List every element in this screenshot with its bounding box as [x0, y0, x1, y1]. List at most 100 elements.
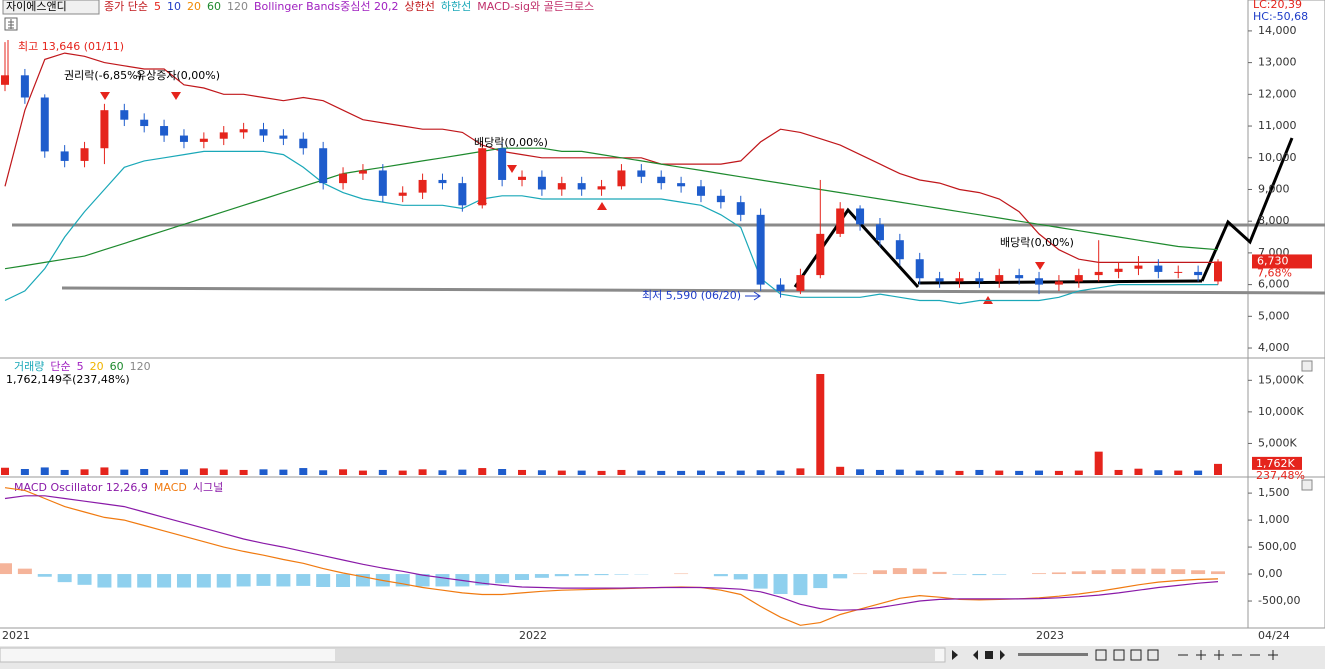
legend-entry: 5	[154, 0, 161, 13]
candle-body	[796, 275, 805, 291]
volume-bar	[657, 470, 666, 475]
candle-body	[498, 148, 507, 180]
legend-entry: MACD Oscillator 12,26,9	[14, 481, 148, 494]
candle-body	[637, 170, 646, 177]
candle-body	[80, 148, 89, 161]
volume-bar	[895, 469, 904, 475]
volume-bar	[716, 471, 725, 475]
y-tick-label: 0,00	[1258, 567, 1283, 580]
candle-body	[1174, 271, 1183, 273]
candle-body	[140, 119, 149, 127]
legend-entry: 60	[207, 0, 221, 13]
volume-bar	[120, 469, 129, 475]
y-tick-label: 9,000	[1258, 182, 1290, 195]
stop-button[interactable]	[985, 651, 993, 659]
volume-bar	[1134, 468, 1143, 475]
volume-badge-label: 1,762K	[1256, 457, 1295, 470]
candle-body	[935, 278, 944, 282]
oscillator-bar	[495, 574, 510, 584]
volume-bar	[1074, 470, 1083, 475]
candle-body	[856, 208, 865, 225]
band-line	[4, 150, 1218, 305]
oscillator-bar	[872, 570, 887, 575]
oscillator-bar	[594, 574, 609, 576]
legend-entry: 5	[77, 360, 84, 373]
oscillator-bar	[753, 574, 768, 589]
candle-body	[1154, 265, 1163, 272]
tool-button[interactable]	[1095, 649, 1107, 661]
candle-body	[995, 275, 1004, 282]
scroll-thumb[interactable]	[335, 649, 935, 661]
y-tick-label: 15,000K	[1258, 373, 1304, 386]
down-arrow	[100, 92, 110, 100]
legend-entry: 상한선	[405, 0, 435, 13]
volume-bar	[756, 470, 765, 475]
x-tick-label: 2023	[1036, 629, 1064, 642]
candle-body	[816, 233, 825, 276]
candle-body	[199, 138, 208, 142]
legend-entry: 60	[110, 360, 124, 373]
play-button[interactable]	[952, 650, 958, 660]
oscillator-bar	[1211, 571, 1225, 575]
volume-bar	[935, 470, 944, 475]
oscillator-bar	[415, 574, 430, 587]
volume-bar	[418, 469, 427, 475]
oscillator-bar	[1111, 569, 1126, 575]
zoom-buttons[interactable]	[1178, 650, 1278, 660]
volume-bar	[677, 470, 686, 475]
volume-bar	[458, 469, 467, 475]
y-tick-label: 10,000K	[1258, 405, 1304, 418]
oscillator-bar	[37, 574, 52, 577]
tool-button[interactable]	[1113, 649, 1125, 661]
close-button[interactable]	[1301, 479, 1313, 491]
volume-bar	[60, 469, 69, 475]
next-button[interactable]	[1000, 650, 1007, 660]
y-tick-label: 1,000	[1258, 513, 1290, 526]
candle-body	[975, 278, 984, 282]
volume-bar	[1154, 470, 1163, 475]
volume-bar	[1194, 470, 1203, 475]
oscillator-bar	[176, 574, 191, 588]
up-arrow	[597, 202, 607, 210]
legend-entry: 종가 단순	[104, 0, 148, 13]
candle-body	[100, 110, 109, 149]
oscillator-bar	[57, 574, 72, 583]
volume-bar	[796, 468, 805, 475]
y-tick-label: 5,000	[1258, 309, 1290, 322]
volume-bar	[696, 470, 705, 475]
x-tick-label: 2022	[519, 629, 547, 642]
oscillator-bar	[833, 574, 848, 579]
tool-button[interactable]	[1147, 649, 1159, 661]
settings-icon-grid	[8, 19, 14, 29]
volume-info: 1,762,149주(237,48%)	[6, 373, 130, 386]
candle-body	[1194, 271, 1203, 276]
oscillator-bar	[276, 574, 291, 587]
prev-button[interactable]	[972, 650, 978, 660]
volume-bar	[975, 469, 984, 475]
candle-body	[1114, 268, 1123, 272]
volume-bar	[299, 468, 308, 475]
legend-entry: 시그널	[193, 481, 223, 494]
tool-button[interactable]	[1130, 649, 1142, 661]
oscillator-bar	[475, 574, 490, 586]
oscillator-bar	[435, 574, 450, 587]
oscillator-bar	[1191, 570, 1206, 575]
stock-name-box[interactable]	[2, 0, 100, 15]
y-tick-label: 6,000	[1258, 278, 1290, 291]
legend-entry: 20	[187, 0, 201, 13]
candle-body	[418, 179, 427, 193]
candle-body	[756, 214, 765, 285]
volume-bar	[637, 470, 646, 475]
oscillator-bar	[554, 574, 569, 577]
legend-entry: 20	[90, 360, 104, 373]
oscillator-bar	[614, 574, 629, 575]
close-button[interactable]	[1301, 360, 1313, 372]
candle-body	[478, 148, 487, 206]
oscillator-bar	[733, 574, 748, 580]
zoom-slider[interactable]	[1018, 653, 1088, 656]
oscillator-bar	[574, 574, 589, 576]
oscillator-bar	[117, 574, 132, 588]
candle-body	[358, 170, 367, 174]
